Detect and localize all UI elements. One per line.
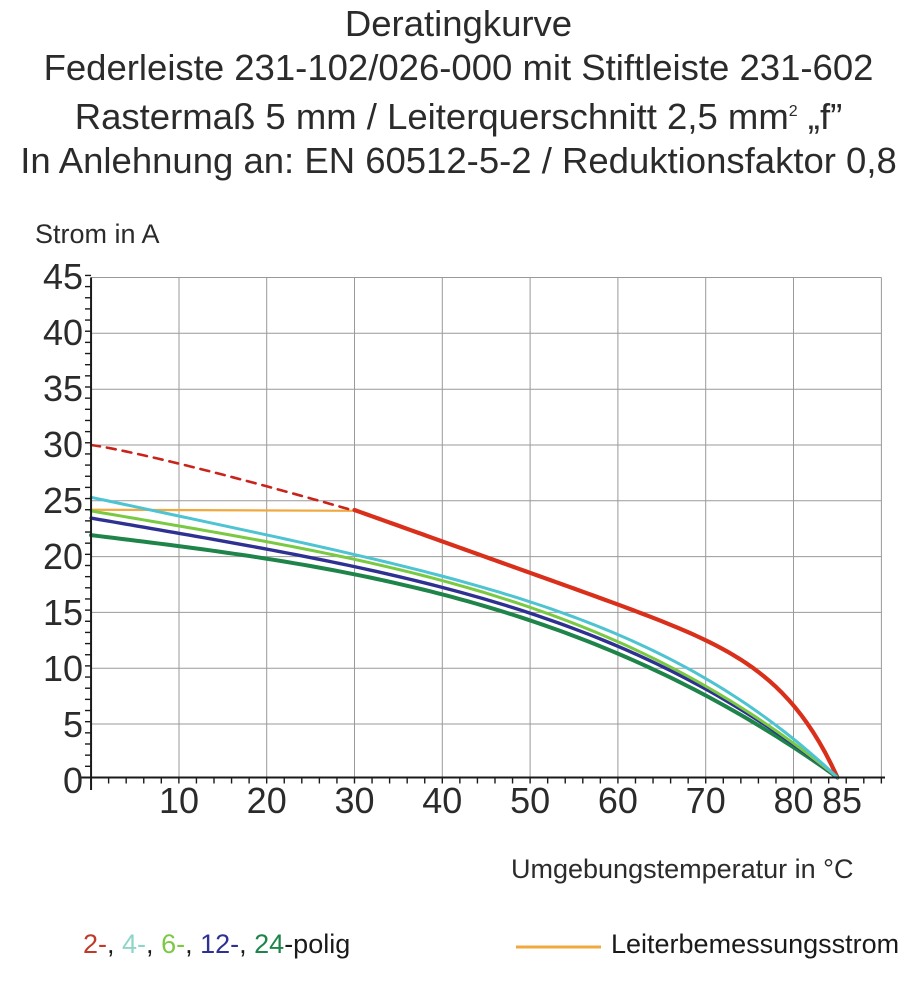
svg-text:25: 25 xyxy=(43,480,83,521)
svg-text:60: 60 xyxy=(598,780,638,821)
svg-text:30: 30 xyxy=(334,780,374,821)
svg-text:50: 50 xyxy=(510,780,550,821)
svg-text:10: 10 xyxy=(43,648,83,689)
svg-text:10: 10 xyxy=(159,780,199,821)
svg-text:20: 20 xyxy=(247,780,287,821)
svg-text:5: 5 xyxy=(63,704,83,745)
svg-text:35: 35 xyxy=(43,368,83,409)
svg-text:20: 20 xyxy=(43,536,83,577)
svg-text:40: 40 xyxy=(43,312,83,353)
svg-text:80: 80 xyxy=(773,780,813,821)
svg-text:45: 45 xyxy=(43,256,83,297)
svg-text:0: 0 xyxy=(63,760,83,801)
svg-text:70: 70 xyxy=(686,780,726,821)
svg-text:15: 15 xyxy=(43,592,83,633)
svg-text:40: 40 xyxy=(422,780,462,821)
svg-text:30: 30 xyxy=(43,424,83,465)
svg-text:85: 85 xyxy=(822,780,862,821)
